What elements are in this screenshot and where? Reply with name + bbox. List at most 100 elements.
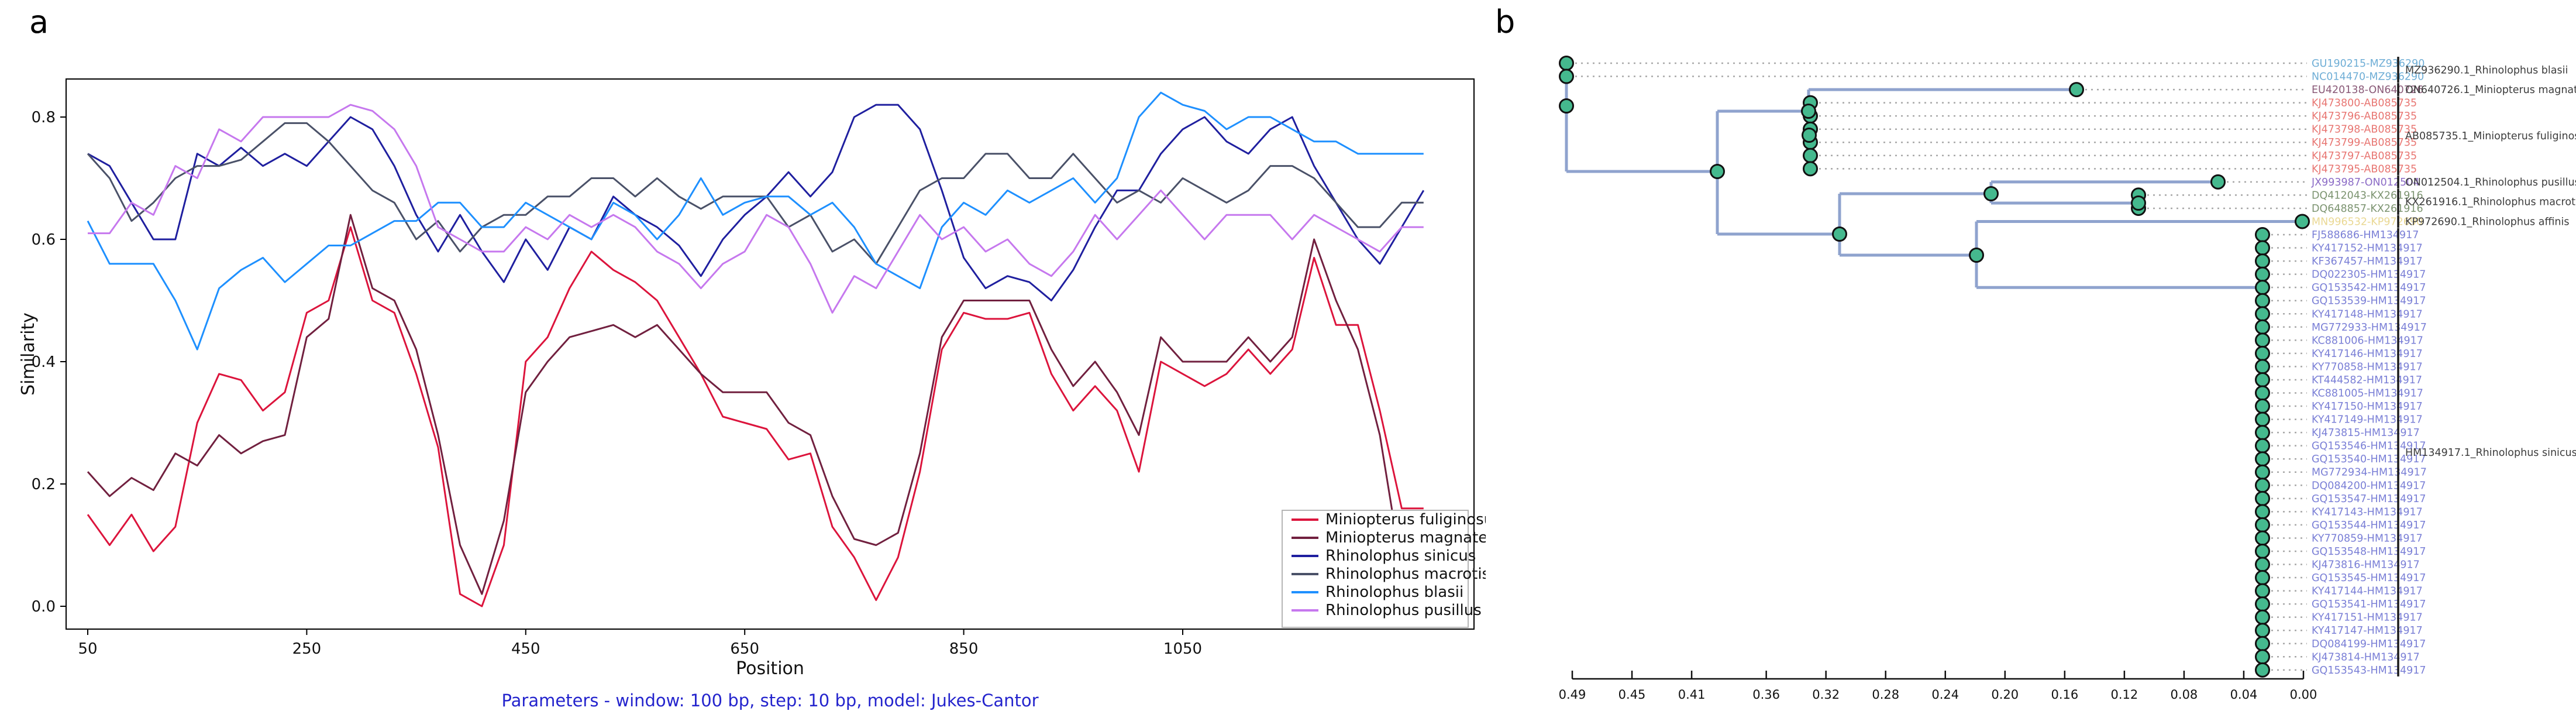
leaf-node	[2255, 583, 2270, 599]
leaf-node	[2255, 649, 2270, 665]
leaf-label: KY417146-HM134917	[2312, 348, 2423, 360]
leaf-node	[2255, 227, 2270, 243]
leaf-label: GQ153543-HM134917	[2312, 665, 2426, 677]
leaf-node	[2255, 609, 2270, 625]
leaf-label: KJ473797-AB085735	[2312, 150, 2417, 162]
internal-node	[1710, 164, 1725, 179]
leaf-node	[2255, 478, 2270, 493]
group-label: KX261916.1_Rhinolophus macrotis	[2405, 197, 2576, 208]
leaf-label: KC881006-HM134917	[2312, 335, 2423, 346]
scale-tick-label: 0.16	[2051, 688, 2078, 702]
leaf-node	[2255, 293, 2270, 308]
internal-node	[1832, 226, 1847, 242]
leaf-label: DQ084199-HM134917	[2312, 638, 2426, 650]
group-label: ON640726.1_Miniopterus magnater	[2405, 84, 2576, 96]
x-tick-label: 50	[78, 640, 97, 658]
leaf-node	[1803, 147, 1818, 163]
leaf-node	[1803, 161, 1818, 177]
leaf-label: GQ153548-HM134917	[2312, 546, 2426, 558]
y-axis-label: Similarity	[18, 313, 39, 396]
leaf-label: KJ473800-AB085735	[2312, 98, 2417, 109]
leaf-label: KY417144-HM134917	[2312, 586, 2423, 597]
leaf-node	[2069, 82, 2084, 98]
leaf-label: MG772933-HM134917	[2312, 322, 2427, 334]
leaf-node	[2255, 399, 2270, 414]
leaf-node	[2255, 306, 2270, 322]
y-tick-label: 0.6	[32, 231, 56, 249]
leaf-node	[2295, 214, 2310, 229]
leaf-node	[2255, 662, 2270, 678]
leaf-node	[2255, 636, 2270, 651]
leaf-label: KJ473798-AB085735	[2312, 124, 2417, 136]
x-tick-label: 450	[511, 640, 540, 658]
leaf-label: KY417148-HM134917	[2312, 308, 2423, 320]
leaf-node	[2255, 280, 2270, 296]
leaf-node	[2255, 543, 2270, 559]
leaf-label: DQ412043-KX261916	[2312, 190, 2423, 201]
leaf-label: GQ153541-HM134917	[2312, 599, 2426, 610]
internal-node	[1983, 186, 1999, 201]
leaf-label: KY417150-HM134917	[2312, 401, 2423, 413]
leaf-label: KJ473796-AB085735	[2312, 111, 2417, 122]
panel-b-letter: b	[1495, 4, 1516, 40]
leaf-label: NC014470-MZ936290	[2312, 71, 2424, 83]
leaf-node	[2255, 345, 2270, 361]
scale-tick-label: 0.20	[1991, 688, 2019, 702]
leaf-label: KC881005-HM134917	[2312, 388, 2423, 400]
similarity-plot: 0.0 0.2 0.4 0.6 0.8 50 250 450 650 850 1050 Positio…	[18, 78, 1486, 679]
leaf-label: KY770858-HM134917	[2312, 361, 2423, 373]
scale-tick-label: 0.04	[2230, 688, 2258, 702]
series-line-rhinolophus-macrotis	[87, 122, 1424, 265]
leaf-label: GQ153539-HM134917	[2312, 296, 2426, 307]
leaf-node	[2255, 504, 2270, 520]
scale-tick-label: 0.24	[1931, 688, 1959, 702]
leaf-label: GQ153544-HM134917	[2312, 520, 2426, 531]
leaf-label: KJ473814-HM134917	[2312, 651, 2420, 663]
group-label: AB085735.1_Miniopterus fuliginosus	[2405, 131, 2576, 142]
leaf-label: GQ153545-HM134917	[2312, 572, 2426, 584]
simplot-parameters-caption: Parameters - window: 100 bp, step: 10 bp…	[501, 691, 1039, 710]
scale-tick-label: 0.41	[1678, 688, 1706, 702]
phylogenetic-tree: GU190215-MZ936290NC014470-MZ936290EU4201…	[1559, 56, 2576, 702]
leaf-label: KY770859-HM134917	[2312, 533, 2423, 544]
leaf-node	[2255, 517, 2270, 533]
leaf-label: KY417143-HM134917	[2312, 506, 2423, 518]
leaf-node	[1559, 56, 1574, 71]
leaf-node	[2255, 266, 2270, 282]
leaf-label: MN996532-KP972690	[2312, 216, 2423, 228]
leaf-node	[2255, 490, 2270, 506]
leaf-label: FJ588686-HM134917	[2312, 229, 2419, 241]
internal-node	[1559, 98, 1574, 114]
leaf-label: KF367457-HM134917	[2312, 256, 2423, 267]
y-tick-label: 0.8	[32, 109, 56, 126]
series-line-rhinolophus-pusillus	[88, 104, 1424, 314]
leaf-label: JX993987-ON012504	[2311, 177, 2419, 188]
leaf-node	[2210, 174, 2226, 190]
group-label: MZ936290.1_Rhinolophus blasii	[2405, 64, 2568, 76]
leaf-label: KT444582-HM134917	[2312, 375, 2422, 386]
leaf-node	[2255, 411, 2270, 427]
leaf-label: GU190215-MZ936290	[2312, 58, 2425, 70]
series-line-miniopterus-fuliginosus	[87, 226, 1424, 607]
x-tick-label: 1050	[1163, 640, 1202, 658]
leaf-node	[2255, 372, 2270, 387]
y-tick-label: 0.4	[32, 353, 56, 371]
leaf-label: DQ648857-KX261916	[2312, 203, 2423, 215]
scale-tick-label: 0.45	[1618, 688, 1646, 702]
internal-node	[1802, 128, 1817, 143]
leaf-node	[2255, 319, 2270, 335]
leaf-label: KJ473795-AB085735	[2312, 163, 2417, 175]
leaf-label: KJ473799-AB085735	[2312, 137, 2417, 149]
x-axis-label: Position	[736, 658, 804, 679]
legend-label: Rhinolophus blasii	[1325, 583, 1463, 601]
leaf-node	[2255, 623, 2270, 638]
leaf-node	[2255, 332, 2270, 348]
y-tick-label: 0.0	[32, 598, 56, 616]
series-line-miniopterus-magnater	[87, 214, 1425, 595]
internal-node	[1801, 104, 1816, 119]
legend-label: Rhinolophus macrotis	[1325, 565, 1486, 583]
leaf-node	[2255, 570, 2270, 586]
legend-label: Miniopterus magnater	[1325, 529, 1486, 547]
leaf-label: EU420138-ON640726	[2312, 84, 2423, 96]
